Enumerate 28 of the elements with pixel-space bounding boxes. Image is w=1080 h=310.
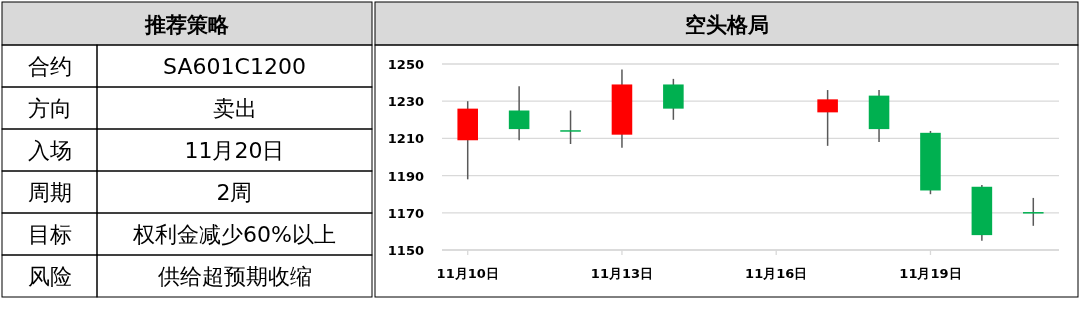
text: 推荐策略 [144, 12, 230, 37]
x-tick-label: 11月13日 [590, 266, 654, 281]
text: SA601C1200 [163, 54, 306, 79]
text: 权利金减少60%以上 [132, 222, 336, 247]
text: 入场 [27, 138, 72, 163]
text: 11月20日 [184, 138, 285, 163]
text: 供给超预期收缩 [157, 264, 312, 289]
y-tick-label: 1210 [387, 131, 424, 147]
y-tick-label: 1250 [387, 57, 424, 72]
chart-title: 空头格局 [684, 12, 769, 37]
candlestick [817, 89, 838, 147]
text: 周期 [27, 180, 72, 205]
x-tick-label: 11月10日 [436, 266, 499, 281]
candlestick [508, 85, 530, 142]
text: 合约 [27, 54, 72, 79]
x-tick-label: 11月16日 [745, 266, 808, 281]
candlestick [559, 109, 582, 145]
y-tick-label: 1190 [387, 168, 424, 184]
y-tick-label: 1230 [387, 94, 424, 110]
y-tick-label: 1150 [387, 243, 424, 258]
text: 方向 [27, 96, 72, 121]
text: 风险 [27, 264, 72, 289]
text: 目标 [27, 222, 72, 247]
text: 2周 [216, 180, 253, 205]
y-tick-label: 1170 [387, 205, 424, 221]
text: 卖出 [212, 96, 257, 121]
candlestick [1022, 197, 1045, 227]
x-tick-label: 11月19日 [899, 266, 962, 281]
